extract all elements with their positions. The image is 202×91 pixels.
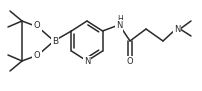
- Text: N: N: [116, 21, 122, 30]
- Text: N: N: [84, 58, 90, 67]
- Text: N: N: [174, 24, 180, 33]
- Text: H: H: [117, 15, 123, 24]
- Text: O: O: [34, 52, 40, 61]
- Text: O: O: [127, 58, 133, 67]
- Text: B: B: [52, 36, 58, 46]
- Text: O: O: [34, 21, 40, 30]
